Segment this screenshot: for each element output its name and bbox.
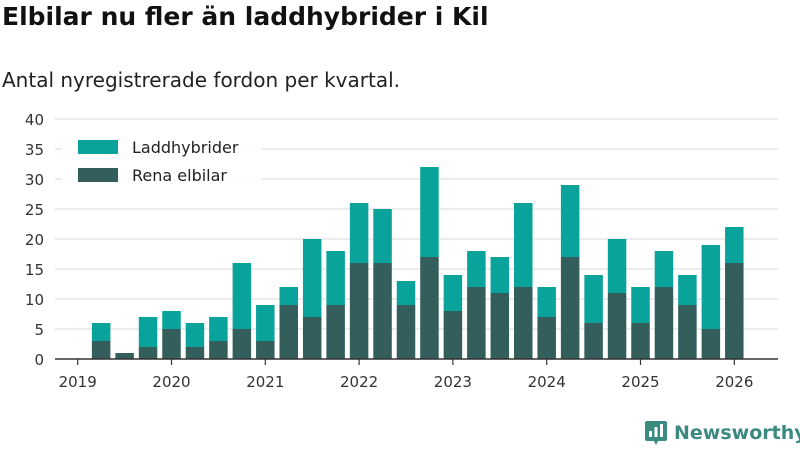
bar-rena-elbilar bbox=[631, 323, 650, 359]
bar-rena-elbilar bbox=[420, 257, 439, 359]
bar-laddhybrider bbox=[279, 287, 298, 305]
chart-subtitle: Antal nyregistrerade fordon per kvartal. bbox=[2, 68, 401, 92]
bar-rena-elbilar bbox=[701, 329, 721, 359]
bar-rena-elbilar bbox=[443, 311, 463, 359]
bar-rena-elbilar bbox=[396, 305, 416, 359]
bar-laddhybrider bbox=[584, 275, 603, 323]
bar-rena-elbilar bbox=[654, 287, 674, 359]
bar-rena-elbilar bbox=[138, 347, 158, 359]
y-tick-label: 0 bbox=[34, 351, 44, 369]
bar-laddhybrider bbox=[185, 323, 205, 347]
bar-laddhybrider bbox=[514, 203, 533, 287]
x-tick-label: 2024 bbox=[528, 373, 566, 391]
x-tick-label: 2020 bbox=[152, 373, 190, 391]
bar-rena-elbilar bbox=[279, 305, 298, 359]
bar-rena-elbilar bbox=[490, 293, 510, 359]
bar-rena-elbilar bbox=[725, 263, 744, 359]
bar-rena-elbilar bbox=[185, 347, 205, 359]
x-tick-label: 2026 bbox=[715, 373, 753, 391]
brand-logo: Newsworthy bbox=[644, 420, 800, 446]
bar-laddhybrider bbox=[631, 287, 650, 323]
bar-laddhybrider bbox=[91, 323, 111, 341]
bar-laddhybrider bbox=[701, 245, 721, 329]
y-tick-label: 35 bbox=[25, 141, 44, 159]
bar-rena-elbilar bbox=[467, 287, 486, 359]
x-tick-label: 2023 bbox=[434, 373, 472, 391]
x-tick-label: 2021 bbox=[246, 373, 284, 391]
bar-chart-icon bbox=[645, 421, 667, 445]
legend: Laddhybrider Rena elbilar bbox=[62, 134, 262, 186]
x-tick-label: 2025 bbox=[621, 373, 659, 391]
legend-label: Rena elbilar bbox=[132, 166, 227, 185]
y-tick-label: 15 bbox=[25, 261, 44, 279]
bar-rena-elbilar bbox=[302, 317, 322, 359]
bar-rena-elbilar bbox=[326, 305, 345, 359]
bar-rena-elbilar bbox=[232, 329, 252, 359]
bar-rena-elbilar bbox=[91, 341, 111, 359]
bar-rena-elbilar bbox=[162, 329, 181, 359]
x-tick-label: 2022 bbox=[340, 373, 378, 391]
bar-rena-elbilar bbox=[209, 341, 228, 359]
bar-laddhybrider bbox=[560, 185, 580, 257]
y-tick-label: 5 bbox=[34, 321, 44, 339]
brand-name: Newsworthy bbox=[674, 422, 800, 444]
bar-rena-elbilar bbox=[537, 317, 556, 359]
bar-rena-elbilar bbox=[560, 257, 580, 359]
y-tick-label: 25 bbox=[25, 201, 44, 219]
bar-laddhybrider bbox=[232, 263, 252, 329]
bar-laddhybrider bbox=[420, 167, 439, 257]
bar-laddhybrider bbox=[490, 257, 510, 293]
bar-rena-elbilar bbox=[349, 263, 369, 359]
bar-laddhybrider bbox=[678, 275, 697, 305]
y-tick-label: 20 bbox=[25, 231, 44, 249]
bar-laddhybrider bbox=[654, 251, 674, 287]
y-tick-label: 30 bbox=[25, 171, 44, 189]
y-tick-label: 10 bbox=[25, 291, 44, 309]
bar-laddhybrider bbox=[138, 317, 158, 347]
bar-laddhybrider bbox=[607, 239, 627, 293]
bar-laddhybrider bbox=[326, 251, 345, 305]
bar-laddhybrider bbox=[725, 227, 744, 263]
bar-laddhybrider bbox=[256, 305, 275, 341]
legend-swatch bbox=[78, 168, 118, 182]
bar-rena-elbilar bbox=[607, 293, 627, 359]
y-axis-ticks: 0 5 10 15 20 25 30 35 40 bbox=[25, 111, 44, 369]
bar-rena-elbilar bbox=[678, 305, 697, 359]
bars bbox=[91, 167, 744, 359]
bar-rena-elbilar bbox=[115, 353, 134, 359]
bar-laddhybrider bbox=[349, 203, 369, 263]
legend-label: Laddhybrider bbox=[132, 138, 239, 157]
x-axis: 2019 2020 2021 2022 2023 2024 2025 2026 bbox=[55, 358, 778, 391]
chart-title: Elbilar nu fler än laddhybrider i Kil bbox=[2, 2, 489, 31]
bar-rena-elbilar bbox=[373, 263, 392, 359]
bar-laddhybrider bbox=[467, 251, 486, 287]
x-tick-label: 2019 bbox=[59, 373, 97, 391]
y-tick-label: 40 bbox=[25, 111, 44, 129]
bar-laddhybrider bbox=[373, 209, 392, 263]
bar-laddhybrider bbox=[537, 287, 556, 317]
legend-swatch bbox=[78, 140, 118, 154]
bar-laddhybrider bbox=[302, 239, 322, 317]
bar-rena-elbilar bbox=[256, 341, 275, 359]
bar-laddhybrider bbox=[162, 311, 181, 329]
bar-rena-elbilar bbox=[514, 287, 533, 359]
bar-laddhybrider bbox=[396, 281, 416, 305]
bar-rena-elbilar bbox=[584, 323, 603, 359]
bar-laddhybrider bbox=[209, 317, 228, 341]
bar-laddhybrider bbox=[443, 275, 463, 311]
